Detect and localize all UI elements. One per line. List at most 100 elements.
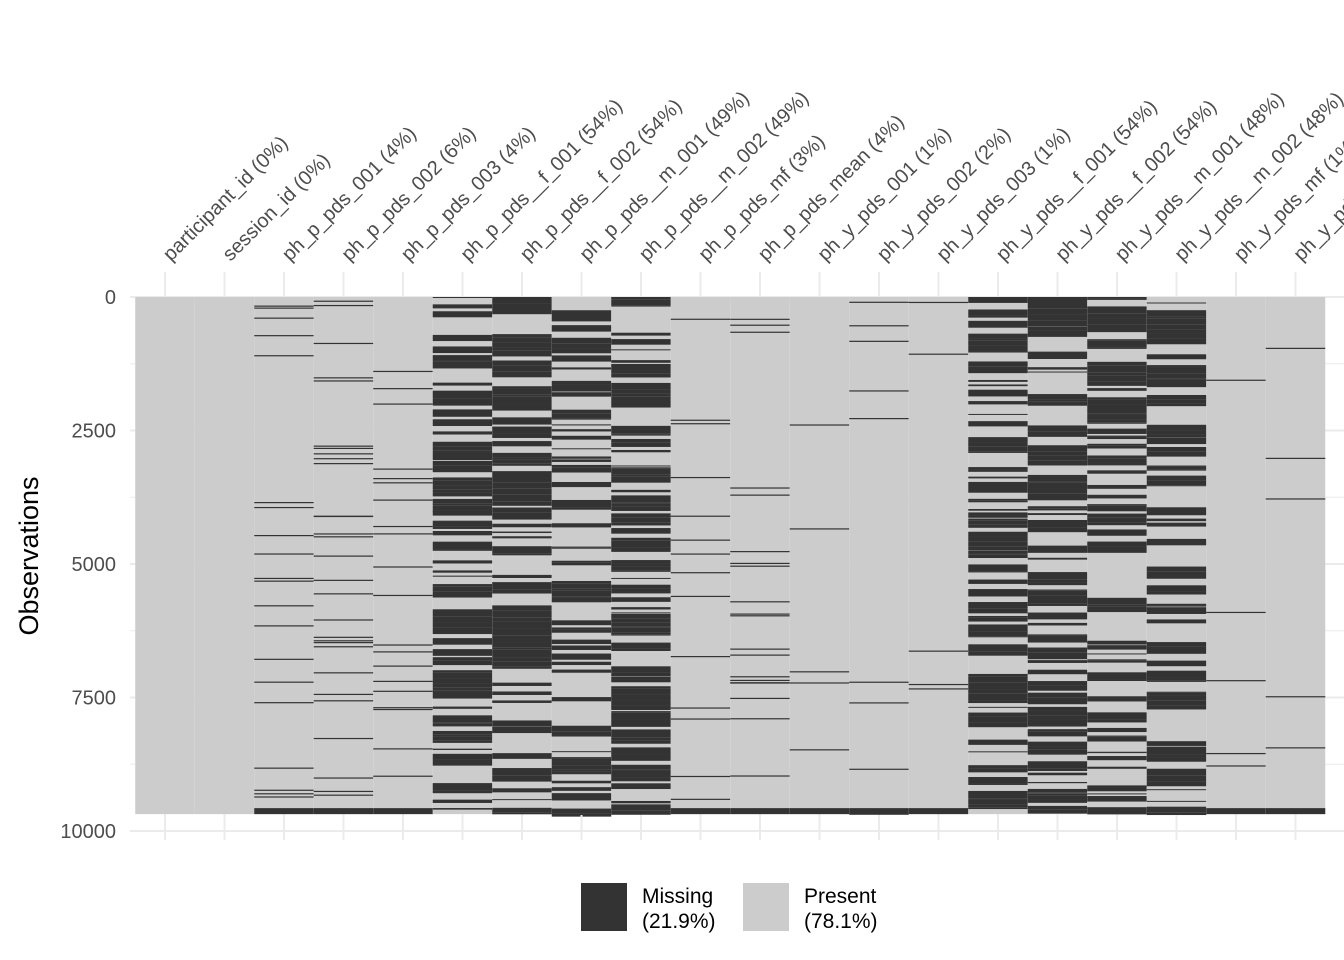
missing-cell [492, 394, 552, 397]
missing-cell [908, 650, 969, 652]
missing-cell [1146, 692, 1207, 696]
missing-cell [1146, 466, 1207, 470]
missing-cell [611, 449, 671, 453]
missing-cell [1146, 754, 1207, 758]
missing-cell [1087, 640, 1147, 645]
legend-swatch [743, 883, 789, 931]
missing-cell [551, 751, 612, 753]
missing-cell [1027, 520, 1088, 528]
missing-cell [1146, 316, 1207, 319]
missing-cell [254, 502, 314, 504]
missing-cell [1087, 365, 1147, 373]
missing-cell [611, 626, 671, 628]
missing-cell [1027, 681, 1088, 686]
missing-cell [968, 476, 1028, 479]
missing-cell [432, 616, 493, 623]
column-cells [492, 297, 552, 815]
column-labels: participant_id (0%)session_id (0%)ph_p_p… [159, 87, 1344, 265]
missing-cell [1027, 589, 1088, 591]
missing-cell [432, 346, 493, 354]
missing-cell [968, 765, 1028, 769]
missing-cell [551, 464, 612, 468]
missing-cell [611, 597, 671, 602]
missing-cell [254, 789, 314, 791]
missing-cell [254, 307, 314, 309]
missing-cell [551, 669, 612, 673]
missing-cell [968, 451, 1028, 453]
missing-cell [551, 771, 612, 774]
missing-cell [968, 631, 1028, 637]
missing-cell [1206, 611, 1266, 614]
missing-cell [373, 707, 433, 709]
missing-cell [313, 808, 374, 815]
column-cells [849, 297, 909, 815]
missing-cell [1146, 619, 1207, 624]
present-block [730, 297, 790, 815]
missing-cell [432, 748, 493, 750]
missing-cell [313, 463, 374, 465]
missing-cell [968, 536, 1028, 542]
missing-cell [313, 636, 374, 638]
missing-cell [313, 640, 374, 642]
missing-cell [1087, 606, 1147, 613]
missing-cell [1146, 695, 1207, 701]
missing-cell [611, 627, 671, 633]
missing-cell [1027, 692, 1088, 698]
missing-cell [968, 608, 1028, 614]
missing-cell [1146, 424, 1207, 431]
missing-cell [611, 434, 671, 436]
missing-cell [551, 507, 612, 510]
missing-cell [551, 653, 612, 660]
missing-cell [1146, 434, 1207, 438]
missing-cell [492, 720, 552, 727]
missing-cell [1146, 775, 1207, 782]
missing-cell [1087, 513, 1147, 518]
missing-cell [432, 740, 493, 743]
missing-cell [551, 697, 612, 702]
missing-cell [908, 301, 969, 304]
missing-cell [1146, 812, 1207, 816]
missing-cell [254, 796, 314, 798]
missing-cell [1027, 451, 1088, 456]
column-cells [908, 297, 969, 815]
missing-cell [730, 682, 790, 684]
missing-cell [1146, 705, 1207, 710]
missing-cell [611, 474, 671, 477]
missing-cell [1087, 470, 1147, 474]
missing-cell [492, 621, 552, 629]
missing-cell [1146, 476, 1207, 481]
missing-cell [1206, 379, 1266, 381]
missing-cell [849, 325, 909, 327]
missing-cell [551, 590, 612, 597]
missing-cell [611, 765, 671, 770]
missing-cell [432, 480, 493, 486]
missing-cell [1027, 660, 1088, 663]
missing-cell [670, 539, 731, 541]
missing-cell [1087, 712, 1147, 720]
missing-cell [313, 737, 374, 740]
missing-cell [254, 577, 314, 580]
legend: Missing(21.9%) Present(78.1%) [581, 883, 878, 933]
missing-cell [611, 706, 671, 710]
missing-cell [789, 682, 850, 684]
missing-cell [968, 636, 1028, 638]
missing-cell [670, 775, 731, 778]
missing-cell [551, 560, 612, 563]
missing-cell [492, 553, 552, 556]
column-cells [789, 297, 850, 815]
missing-cell [551, 765, 612, 770]
missing-cell [968, 518, 1028, 521]
missing-cell [1087, 313, 1147, 319]
missing-cell [373, 499, 433, 501]
missing-cell [730, 318, 790, 320]
missing-cell [1087, 414, 1147, 420]
column-cells [1087, 297, 1147, 815]
missing-cell [432, 446, 493, 451]
missing-cell [551, 725, 612, 732]
column-cells [1027, 297, 1088, 815]
missing-cell [492, 507, 552, 513]
missing-cell [492, 396, 552, 404]
missing-cell [611, 297, 671, 300]
present-block [1027, 297, 1088, 815]
missing-cell [492, 617, 552, 622]
